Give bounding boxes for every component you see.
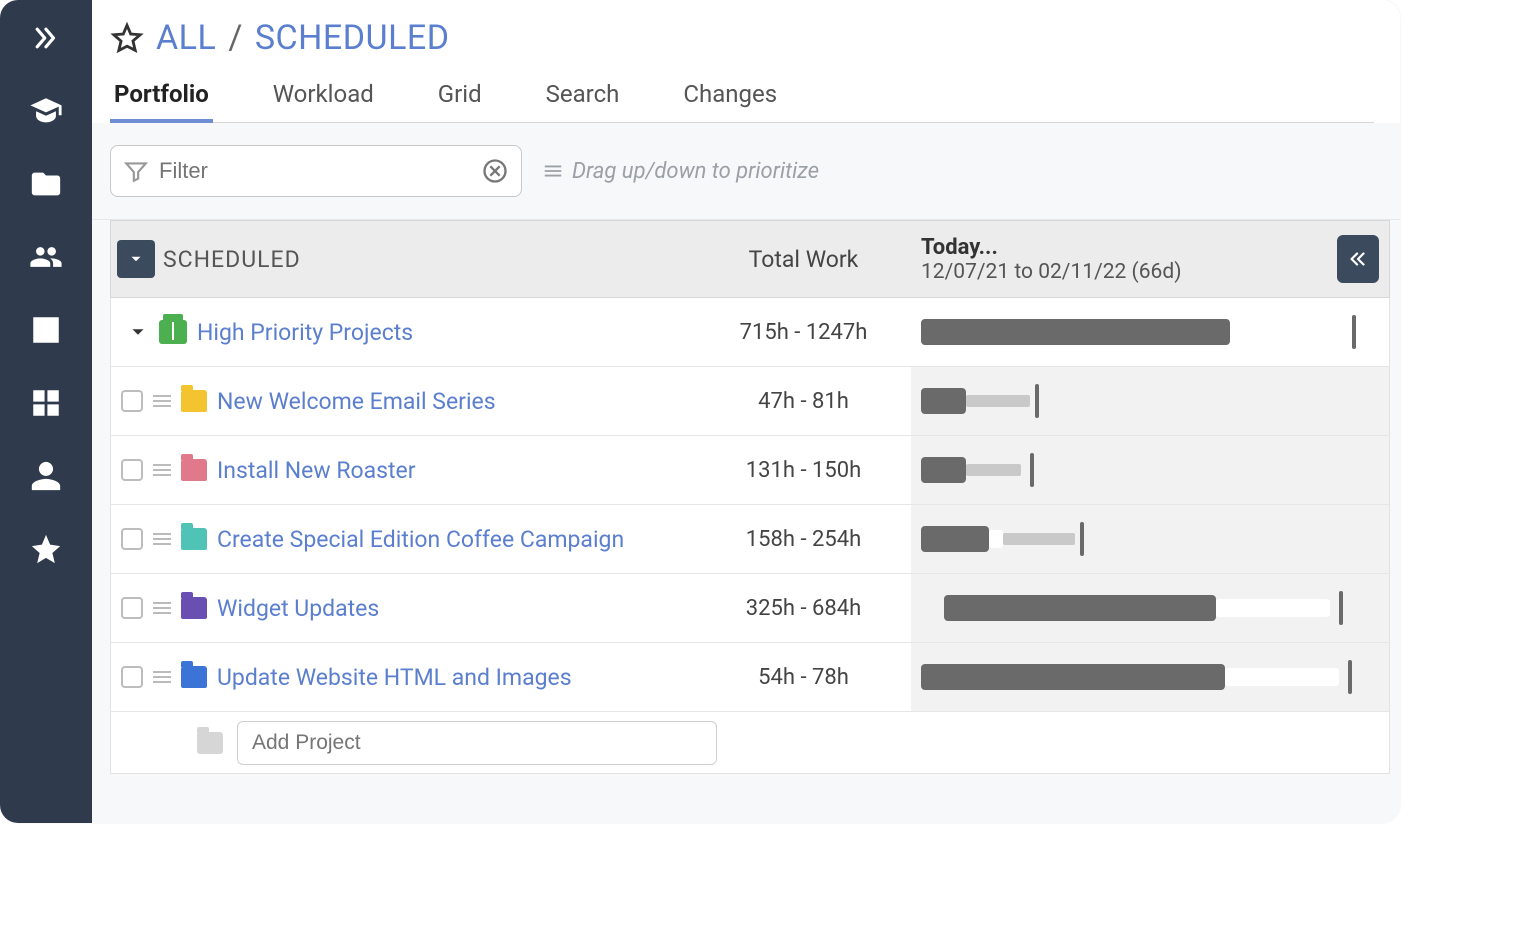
prioritize-hint-text: Drag up/down to prioritize [572, 159, 819, 184]
row-checkbox[interactable] [121, 666, 143, 688]
group-timeline-bar [921, 319, 1375, 345]
timeline-bar [921, 664, 1375, 690]
filter-icon [123, 158, 149, 184]
project-name-link[interactable]: New Welcome Email Series [217, 388, 496, 415]
graduation-cap-icon[interactable] [24, 91, 68, 131]
project-name-link[interactable]: Update Website HTML and Images [217, 664, 572, 691]
drag-handle-icon[interactable] [153, 602, 171, 614]
project-row: Create Special Edition Coffee Campaign 1… [110, 505, 1390, 574]
favorite-star-icon[interactable] [110, 21, 144, 55]
add-project-row [110, 712, 1390, 774]
timeline-range: 12/07/21 to 02/11/22 (66d) [921, 260, 1375, 284]
timeline-collapse-button[interactable] [1337, 235, 1379, 283]
drag-handle-icon[interactable] [153, 395, 171, 407]
toolbar: Drag up/down to prioritize [92, 123, 1400, 220]
breadcrumb: ALL / SCHEDULED [110, 18, 1374, 58]
expand-sidebar-button[interactable] [24, 18, 68, 58]
timeline-bar [921, 595, 1375, 621]
tab-portfolio[interactable]: Portfolio [110, 80, 213, 122]
folder-icon[interactable] [24, 164, 68, 204]
folder-muted-icon [197, 732, 223, 754]
left-sidebar [0, 0, 92, 823]
project-row: New Welcome Email Series 47h - 81h [110, 367, 1390, 436]
folder-icon [181, 597, 207, 619]
drag-handle-icon[interactable] [153, 671, 171, 683]
project-row: Install New Roaster 131h - 150h [110, 436, 1390, 505]
table-header: SCHEDULED Total Work Today... 12/07/21 t… [110, 220, 1390, 298]
group-name-link[interactable]: High Priority Projects [197, 319, 413, 346]
timeline-bar [921, 388, 1375, 414]
project-name-link[interactable]: Create Special Edition Coffee Campaign [217, 526, 624, 553]
drag-handle-icon[interactable] [153, 464, 171, 476]
row-checkbox[interactable] [121, 597, 143, 619]
chevron-down-icon[interactable] [127, 321, 149, 343]
project-work: 47h - 81h [696, 389, 911, 414]
tab-workload[interactable]: Workload [269, 80, 378, 122]
main-content: ALL / SCHEDULED Portfolio Workload Grid … [92, 0, 1400, 823]
column-work-header: Total Work [696, 246, 911, 273]
column-name-header: SCHEDULED [163, 246, 301, 273]
group-work: 715h - 1247h [696, 320, 911, 345]
tab-grid[interactable]: Grid [434, 80, 486, 122]
header: ALL / SCHEDULED Portfolio Workload Grid … [92, 0, 1400, 123]
user-icon[interactable] [24, 456, 68, 496]
group-icon [159, 320, 187, 344]
chart-icon[interactable] [24, 310, 68, 350]
project-name-link[interactable]: Install New Roaster [217, 457, 416, 484]
folder-icon [181, 528, 207, 550]
project-row: Widget Updates 325h - 684h [110, 574, 1390, 643]
people-icon[interactable] [24, 237, 68, 277]
tab-search[interactable]: Search [542, 80, 624, 122]
project-work: 158h - 254h [696, 527, 911, 552]
timeline-bar [921, 457, 1375, 483]
folder-icon [181, 459, 207, 481]
folder-icon [181, 666, 207, 688]
grid-icon[interactable] [24, 383, 68, 423]
timeline-title: Today... [921, 235, 1375, 260]
add-project-input[interactable] [237, 721, 717, 765]
project-work: 131h - 150h [696, 458, 911, 483]
project-table: SCHEDULED Total Work Today... 12/07/21 t… [92, 220, 1400, 823]
filter-input[interactable] [159, 158, 471, 184]
tab-changes[interactable]: Changes [679, 80, 781, 122]
collapse-all-button[interactable] [117, 240, 155, 278]
project-work: 325h - 684h [696, 596, 911, 621]
timeline-bar [921, 526, 1375, 552]
row-checkbox[interactable] [121, 390, 143, 412]
drag-handle-icon[interactable] [153, 533, 171, 545]
drag-hint-icon [542, 160, 564, 182]
breadcrumb-root[interactable]: ALL [156, 18, 216, 58]
project-work: 54h - 78h [696, 665, 911, 690]
filter-box [110, 145, 522, 197]
prioritize-hint: Drag up/down to prioritize [542, 159, 819, 184]
star-icon[interactable] [24, 529, 68, 569]
group-row: High Priority Projects 715h - 1247h [110, 298, 1390, 367]
app-window: ALL / SCHEDULED Portfolio Workload Grid … [0, 0, 1400, 823]
project-row: Update Website HTML and Images 54h - 78h [110, 643, 1390, 712]
folder-icon [181, 390, 207, 412]
clear-filter-icon[interactable] [481, 157, 509, 185]
row-checkbox[interactable] [121, 528, 143, 550]
row-checkbox[interactable] [121, 459, 143, 481]
view-tabs: Portfolio Workload Grid Search Changes [110, 80, 1374, 123]
breadcrumb-separator: / [228, 18, 243, 58]
project-name-link[interactable]: Widget Updates [217, 595, 379, 622]
breadcrumb-current[interactable]: SCHEDULED [255, 18, 450, 58]
